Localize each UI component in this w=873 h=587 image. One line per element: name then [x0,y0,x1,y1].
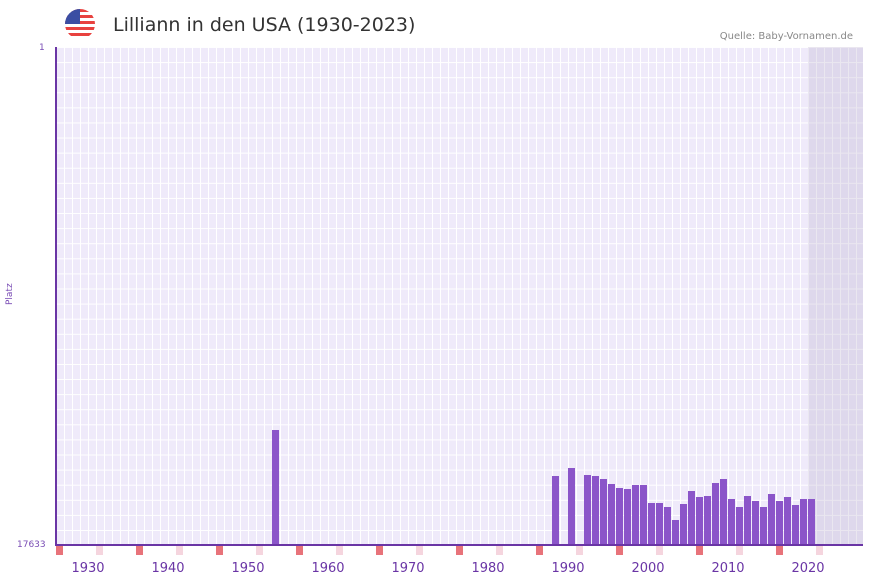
bar-2017[interactable] [768,494,775,545]
bar-1995[interactable] [592,476,599,545]
year-marker [376,546,383,555]
source-label: Quelle: Baby-Vornamen.de [719,31,853,42]
future-shade [808,47,863,545]
year-marker [176,546,183,555]
x-tick-1960: 1960 [311,561,345,576]
bar-1999[interactable] [624,489,631,545]
y-axis [55,47,57,546]
year-marker [496,546,503,555]
bar-2018[interactable] [776,501,783,545]
bar-2002[interactable] [648,503,655,545]
year-marker [56,546,63,555]
year-marker [616,546,623,555]
bar-1994[interactable] [584,475,591,545]
bar-1990[interactable] [552,476,559,545]
year-marker [696,546,703,555]
bar-2010[interactable] [712,483,719,545]
year-marker [736,546,743,555]
year-marker [816,546,823,555]
year-marker [536,546,543,555]
bar-2001[interactable] [640,485,647,545]
year-marker [456,546,463,555]
year-marker [336,546,343,555]
chart-title: Lilliann in den USA (1930-2023) [113,14,416,36]
year-marker [656,546,663,555]
year-marker [256,546,263,555]
bar-2013[interactable] [736,506,743,545]
bar-2006[interactable] [680,504,687,545]
bar-2007[interactable] [688,491,695,545]
year-marker [216,546,223,555]
bar-1992[interactable] [568,468,575,545]
x-tick-2000: 2000 [631,561,665,576]
y-axis-title: Platz [5,283,15,305]
x-tick-1980: 1980 [471,561,505,576]
x-tick-2020: 2020 [791,561,825,576]
x-tick-1970: 1970 [391,561,425,576]
bar-2012[interactable] [728,498,735,545]
bar-2009[interactable] [704,496,711,545]
year-marker [576,546,583,555]
bar-2022[interactable] [808,498,815,545]
x-tick-1950: 1950 [231,561,265,576]
x-tick-2010: 2010 [711,561,745,576]
x-tick-1990: 1990 [551,561,585,576]
plot-area [56,47,863,545]
bar-1996[interactable] [600,479,607,545]
bar-2011[interactable] [720,479,727,545]
bar-1997[interactable] [608,484,615,545]
bar-2021[interactable] [800,498,807,545]
us-flag-icon [65,9,95,39]
bar-1998[interactable] [616,488,623,545]
bar-2004[interactable] [664,507,671,545]
bar-2020[interactable] [792,505,799,545]
decade-markers [56,546,863,555]
year-marker [136,546,143,555]
bar-2019[interactable] [784,497,791,545]
bar-2008[interactable] [696,497,703,545]
grid [56,47,863,545]
year-marker [96,546,103,555]
bar-2000[interactable] [632,485,639,545]
bar-2014[interactable] [744,496,751,545]
x-tick-1930: 1930 [71,561,105,576]
bar-2016[interactable] [760,506,767,545]
y-tick-bottom: 17633 [17,540,46,550]
bar-2015[interactable] [752,501,759,545]
x-tick-1940: 1940 [151,561,185,576]
year-marker [776,546,783,555]
bar-1955[interactable] [272,430,279,545]
x-axis [55,544,863,546]
year-marker [296,546,303,555]
year-marker [416,546,423,555]
flag-canton [65,9,80,24]
bar-2005[interactable] [672,520,679,545]
bar-2003[interactable] [656,503,663,545]
y-tick-top: 1 [39,43,45,53]
